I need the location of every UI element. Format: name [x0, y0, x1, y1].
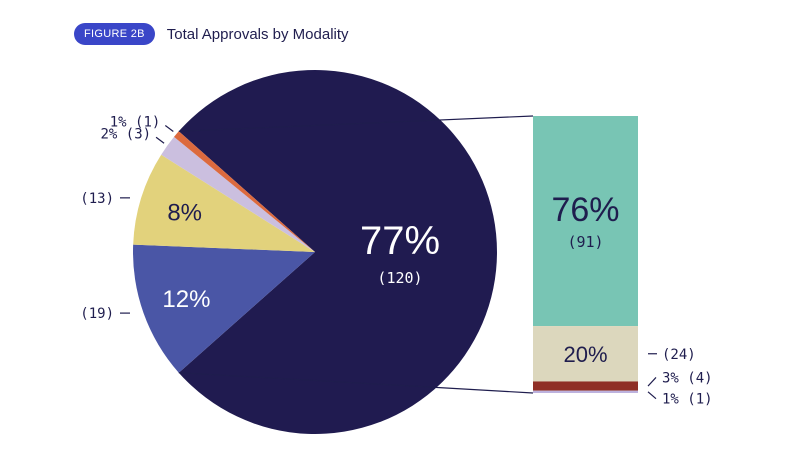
figure-badge: FIGURE 2B [74, 23, 155, 45]
pie-slice [174, 131, 315, 252]
pie-label: (13) [80, 191, 114, 207]
bar-label: (91) [567, 233, 603, 251]
chart-title: Total Approvals by Modality [166, 25, 349, 43]
bar-label: 1% (1) [662, 392, 713, 408]
leader-line [647, 377, 657, 387]
bar-label: 3% (4) [662, 370, 713, 386]
leader-line [155, 136, 165, 144]
bar-label: (24) [662, 347, 696, 363]
connector-line [178, 372, 534, 394]
bar-label: 76% [551, 191, 619, 229]
pie-slice [178, 70, 497, 434]
pie-label: 2% (3) [101, 126, 152, 142]
pie-label: (19) [80, 306, 114, 322]
pie-label: 77% [360, 219, 440, 263]
bar-segment [533, 381, 638, 391]
leader-line [647, 391, 657, 400]
pie-label: (120) [377, 269, 422, 287]
leader-line [164, 125, 174, 132]
pie-slice [161, 136, 315, 252]
pie-label: 1% (1) [110, 114, 161, 130]
pie-slice [133, 244, 315, 373]
bar-segment [533, 390, 638, 393]
bar-segment [533, 326, 638, 382]
figure-header: FIGURE 2B Total Approvals by Modality [74, 23, 349, 45]
bar-label: 20% [563, 342, 607, 367]
pie-label: 12% [162, 286, 210, 313]
pie-label: 8% [167, 199, 202, 226]
connector-line [178, 115, 534, 132]
pie-slice [133, 154, 315, 252]
bar-segment [533, 116, 638, 327]
